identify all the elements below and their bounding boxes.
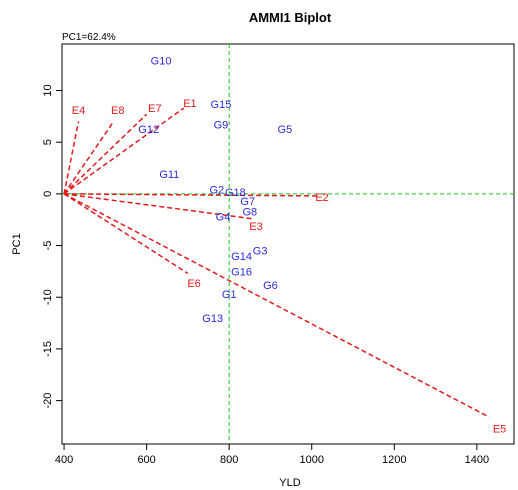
genotype-label-g2: G2 xyxy=(209,185,224,197)
vector-e7 xyxy=(63,113,148,195)
reference-lines xyxy=(62,44,514,444)
vector-e2 xyxy=(64,193,320,197)
genotype-label-g11: G11 xyxy=(159,169,179,181)
chart-subtitle: PC1=62.4% xyxy=(62,32,116,43)
x-tick-label-1400: 1400 xyxy=(465,454,489,466)
x-axis-label: YLD xyxy=(279,477,300,489)
x-tick-label-400: 400 xyxy=(55,454,73,466)
x-tick-label-1200: 1200 xyxy=(382,454,406,466)
genotype-label-g16: G16 xyxy=(231,266,252,278)
y-tick-label--10: -10 xyxy=(42,289,54,305)
genotype-label-g5: G5 xyxy=(278,124,293,136)
y-axis: -20 -15 -10 -5 0 5 10 xyxy=(42,84,62,409)
environment-label-e7: E7 xyxy=(148,103,161,115)
x-tick-label-1000: 1000 xyxy=(299,454,323,466)
environment-label-e2: E2 xyxy=(315,192,328,204)
x-axis: 400 600 800 1000 1200 1400 xyxy=(55,444,489,466)
genotype-label-g3: G3 xyxy=(253,246,268,258)
vector-e4 xyxy=(63,121,80,195)
genotype-label-g18: G18 xyxy=(225,187,246,199)
genotype-label-g14: G14 xyxy=(231,251,252,263)
chart-title: AMMI1 Biplot xyxy=(249,10,332,25)
environment-label-e6: E6 xyxy=(187,278,200,290)
vector-e6 xyxy=(63,193,189,275)
environment-label-e4: E4 xyxy=(72,105,85,117)
environment-label-e5: E5 xyxy=(493,423,506,435)
vector-e1 xyxy=(63,107,185,195)
environment-label-e1: E1 xyxy=(183,98,196,110)
y-tick-label--20: -20 xyxy=(42,393,54,409)
genotype-label-g7: G7 xyxy=(240,196,255,208)
y-tick-label-0: 0 xyxy=(42,191,54,197)
genotype-label-g10: G10 xyxy=(151,56,172,68)
vector-e8 xyxy=(63,121,115,195)
y-tick-label-10: 10 xyxy=(42,84,54,96)
genotype-label-g6: G6 xyxy=(263,280,278,292)
genotype-label-g9: G9 xyxy=(214,120,229,132)
plot-frame xyxy=(61,43,515,445)
y-tick-label-5: 5 xyxy=(42,139,54,145)
y-tick-label--5: -5 xyxy=(42,241,54,251)
x-tick-label-600: 600 xyxy=(137,454,155,466)
genotype-label-g15: G15 xyxy=(211,99,232,111)
environment-label-e8: E8 xyxy=(111,105,124,117)
x-tick-label-800: 800 xyxy=(220,454,238,466)
y-tick-label--15: -15 xyxy=(42,341,54,357)
environment-label-e3: E3 xyxy=(249,221,262,233)
environment-labels: E4 E8 E7 E1 E2 E3 E6 E5 xyxy=(72,98,507,436)
genotype-label-g1: G1 xyxy=(222,289,237,301)
vector-e5 xyxy=(63,193,490,418)
genotype-label-g4: G4 xyxy=(216,212,231,224)
genotype-label-g13: G13 xyxy=(202,313,223,325)
environment-vectors xyxy=(63,107,490,418)
y-axis-label: PC1 xyxy=(11,233,23,254)
genotype-label-g12: G12 xyxy=(138,124,159,136)
genotype-label-g8: G8 xyxy=(242,206,257,218)
